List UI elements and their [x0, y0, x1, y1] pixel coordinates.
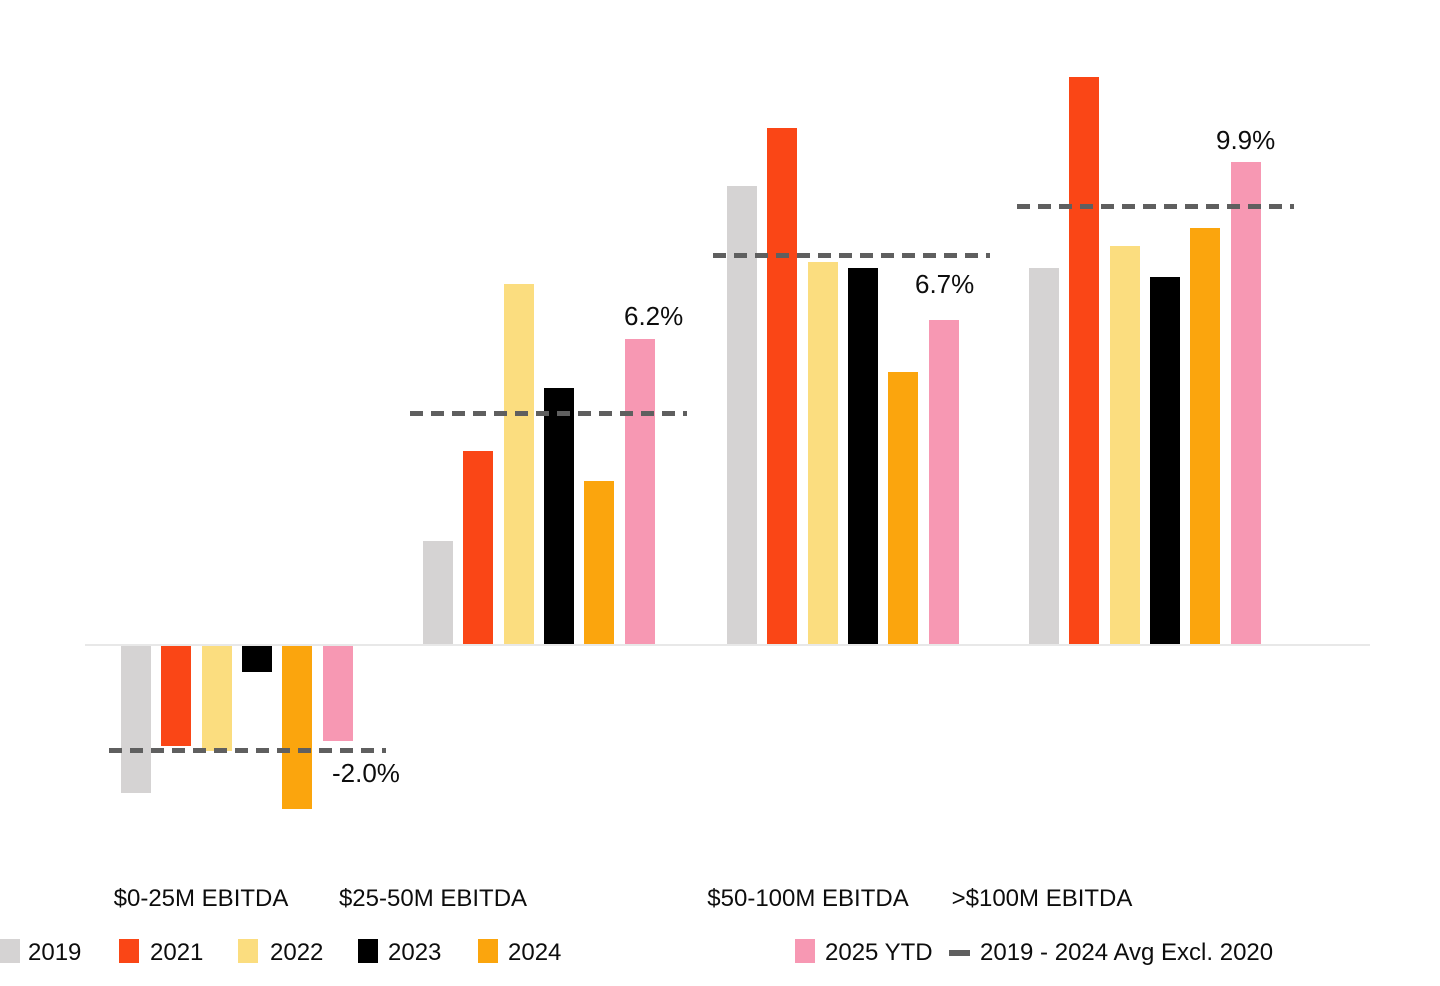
legend-swatch-2021: [119, 939, 139, 963]
average-dashed-line-group4: [1017, 204, 1294, 209]
bar-2021-group1: [161, 646, 191, 746]
legend-swatch-2024: [478, 939, 498, 963]
bar-2025-ytd-group3: [929, 320, 959, 645]
bar-2022-group4: [1110, 246, 1140, 645]
bar-2022-group2: [504, 284, 534, 645]
bar-2024-group3: [888, 372, 918, 645]
bar-2023-group2: [544, 388, 574, 645]
bar-2024-group2: [584, 481, 614, 645]
bar-2025-ytd-group4: [1231, 162, 1261, 645]
legend-label-2025-ytd: 2025 YTD: [825, 939, 933, 966]
average-dashed-line-group1: [109, 748, 386, 753]
legend-label-2024: 2024: [508, 939, 562, 966]
legend-swatch-2022: [238, 939, 258, 963]
bar-2024-group1: [282, 646, 312, 809]
bar-2022-group3: [808, 262, 838, 645]
bar-2023-group4: [1150, 277, 1180, 645]
legend-swatch-2019: [0, 939, 20, 963]
average-dashed-line-group2: [410, 411, 687, 416]
category-label-25-50m: $25-50M EBITDA: [338, 885, 528, 912]
bar-2021-group3: [767, 128, 797, 645]
legend-swatch-2025-ytd: [795, 939, 815, 963]
bar-2023-group1: [242, 646, 272, 672]
category-label-0-25m: $0-25M EBITDA: [113, 885, 289, 912]
bar-2021-group2: [463, 451, 493, 645]
bar-2024-group4: [1190, 228, 1220, 645]
bar-2019-group1: [121, 646, 151, 793]
legend-label-avg: 2019 - 2024 Avg Excl. 2020: [980, 939, 1274, 966]
legend-avg-dash-marker: [949, 950, 970, 956]
legend-label-2019: 2019: [28, 939, 82, 966]
legend-swatch-2023: [358, 939, 378, 963]
bar-2019-group2: [423, 541, 453, 645]
legend-label-2022: 2022: [270, 939, 324, 966]
category-label-50-100m: $50-100M EBITDA: [707, 885, 909, 912]
avg-value-label-group3: 6.7%: [915, 269, 975, 299]
bar-2025-ytd-group1: [323, 646, 353, 741]
bar-2019-group4: [1029, 268, 1059, 645]
legend-label-2021: 2021: [150, 939, 204, 966]
category-label-100m-plus: >$100M EBITDA: [951, 885, 1133, 912]
bar-2021-group4: [1069, 77, 1099, 645]
bar-2019-group3: [727, 186, 757, 645]
bar-2022-group1: [202, 646, 232, 751]
average-dashed-line-group3: [713, 253, 990, 258]
bar-2023-group3: [848, 268, 878, 645]
legend-label-2023: 2023: [388, 939, 442, 966]
x-axis-line: [85, 644, 1370, 646]
avg-value-label-group2: 6.2%: [624, 301, 684, 331]
avg-value-label-group1: -2.0%: [332, 758, 400, 788]
bar-2025-ytd-group2: [625, 339, 655, 645]
avg-value-label-group4: 9.9%: [1216, 125, 1276, 155]
